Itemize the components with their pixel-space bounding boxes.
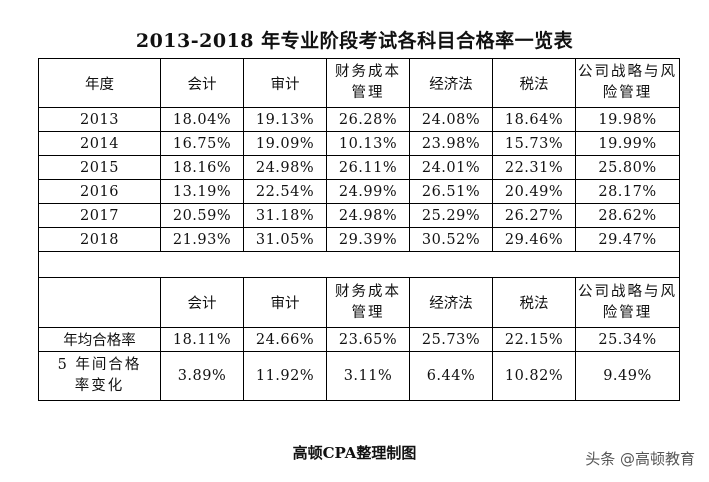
rate-cell: 24.08% <box>409 107 493 132</box>
spacer-row <box>38 251 680 278</box>
subject-header: 财务成本管理 <box>326 277 410 328</box>
blank-header-cell <box>38 277 161 328</box>
year-cell: 2015 <box>38 155 161 180</box>
table-row: 2016 13.19% 22.54% 24.99% 26.51% 20.49% … <box>38 179 680 204</box>
rate-cell: 19.99% <box>575 131 680 156</box>
change-row: 5 年间合格率变化 3.89% 11.92% 3.11% 6.44% 10.82… <box>38 351 680 401</box>
average-cell: 24.66% <box>243 327 327 352</box>
rate-cell: 19.09% <box>243 131 327 156</box>
average-cell: 25.73% <box>409 327 493 352</box>
table-row: 2017 20.59% 31.18% 24.98% 25.29% 26.27% … <box>38 203 680 228</box>
average-label: 年均合格率 <box>38 327 161 352</box>
rate-cell: 19.13% <box>243 107 327 132</box>
rate-cell: 26.28% <box>326 107 410 132</box>
rate-cell: 15.73% <box>492 131 576 156</box>
rate-cell: 24.01% <box>409 155 493 180</box>
average-cell: 25.34% <box>575 327 680 352</box>
rate-cell: 28.17% <box>575 179 680 204</box>
change-cell: 6.44% <box>409 351 493 401</box>
change-cell: 10.82% <box>492 351 576 401</box>
rate-cell: 25.29% <box>409 203 493 228</box>
rate-cell: 29.46% <box>492 227 576 252</box>
summary-header-row: 会计 审计 财务成本管理 经济法 税法 公司战略与风险管理 <box>38 277 680 328</box>
rate-cell: 31.18% <box>243 203 327 228</box>
subject-header: 税法 <box>492 58 576 108</box>
subject-header: 公司战略与风险管理 <box>575 58 680 108</box>
rate-cell: 23.98% <box>409 131 493 156</box>
pass-rate-table: 年度 会计 审计 财务成本管理 经济法 税法 公司战略与风险管理 2013 18… <box>38 58 680 401</box>
table-row: 2014 16.75% 19.09% 10.13% 23.98% 15.73% … <box>38 131 680 156</box>
rate-cell: 26.11% <box>326 155 410 180</box>
rate-cell: 28.62% <box>575 203 680 228</box>
subject-header: 公司战略与风险管理 <box>575 277 680 328</box>
table-title: 2013-2018 年专业阶段考试各科目合格率一览表 <box>135 30 574 52</box>
source-caption: 高顿CPA整理制图 <box>292 444 417 462</box>
watermark: 头条 @高顿教育 <box>585 450 695 468</box>
rate-cell: 20.59% <box>160 203 244 228</box>
rate-cell: 24.98% <box>243 155 327 180</box>
subject-header: 经济法 <box>409 58 493 108</box>
year-cell: 2016 <box>38 179 161 204</box>
header-row: 年度 会计 审计 财务成本管理 经济法 税法 公司战略与风险管理 <box>38 58 680 108</box>
average-cell: 18.11% <box>160 327 244 352</box>
rate-cell: 21.93% <box>160 227 244 252</box>
change-cell: 3.11% <box>326 351 410 401</box>
rate-cell: 31.05% <box>243 227 327 252</box>
rate-cell: 25.80% <box>575 155 680 180</box>
rate-cell: 29.47% <box>575 227 680 252</box>
rate-cell: 16.75% <box>160 131 244 156</box>
subject-header: 税法 <box>492 277 576 328</box>
subject-header: 审计 <box>243 277 327 328</box>
change-cell: 3.89% <box>160 351 244 401</box>
table-row: 2018 21.93% 31.05% 29.39% 30.52% 29.46% … <box>38 227 680 252</box>
rate-cell: 30.52% <box>409 227 493 252</box>
rate-cell: 26.27% <box>492 203 576 228</box>
rate-cell: 20.49% <box>492 179 576 204</box>
subject-header: 会计 <box>160 277 244 328</box>
change-label: 5 年间合格率变化 <box>38 351 161 401</box>
rate-cell: 24.98% <box>326 203 410 228</box>
average-cell: 22.15% <box>492 327 576 352</box>
subject-header: 经济法 <box>409 277 493 328</box>
subject-header: 会计 <box>160 58 244 108</box>
rate-cell: 22.31% <box>492 155 576 180</box>
rate-cell: 29.39% <box>326 227 410 252</box>
rate-cell: 18.16% <box>160 155 244 180</box>
subject-header: 财务成本管理 <box>326 58 410 108</box>
change-cell: 9.49% <box>575 351 680 401</box>
rate-cell: 19.98% <box>575 107 680 132</box>
rate-cell: 26.51% <box>409 179 493 204</box>
rate-cell: 10.13% <box>326 131 410 156</box>
average-cell: 23.65% <box>326 327 410 352</box>
year-cell: 2017 <box>38 203 161 228</box>
year-cell: 2013 <box>38 107 161 132</box>
rate-cell: 24.99% <box>326 179 410 204</box>
average-row: 年均合格率 18.11% 24.66% 23.65% 25.73% 22.15%… <box>38 327 680 352</box>
year-cell: 2018 <box>38 227 161 252</box>
rate-cell: 18.64% <box>492 107 576 132</box>
rate-cell: 18.04% <box>160 107 244 132</box>
year-header: 年度 <box>38 58 161 108</box>
rate-cell: 13.19% <box>160 179 244 204</box>
table-row: 2015 18.16% 24.98% 26.11% 24.01% 22.31% … <box>38 155 680 180</box>
table-row: 2013 18.04% 19.13% 26.28% 24.08% 18.64% … <box>38 107 680 132</box>
change-cell: 11.92% <box>243 351 327 401</box>
subject-header: 审计 <box>243 58 327 108</box>
rate-cell: 22.54% <box>243 179 327 204</box>
spacer-cell <box>38 251 680 278</box>
year-cell: 2014 <box>38 131 161 156</box>
